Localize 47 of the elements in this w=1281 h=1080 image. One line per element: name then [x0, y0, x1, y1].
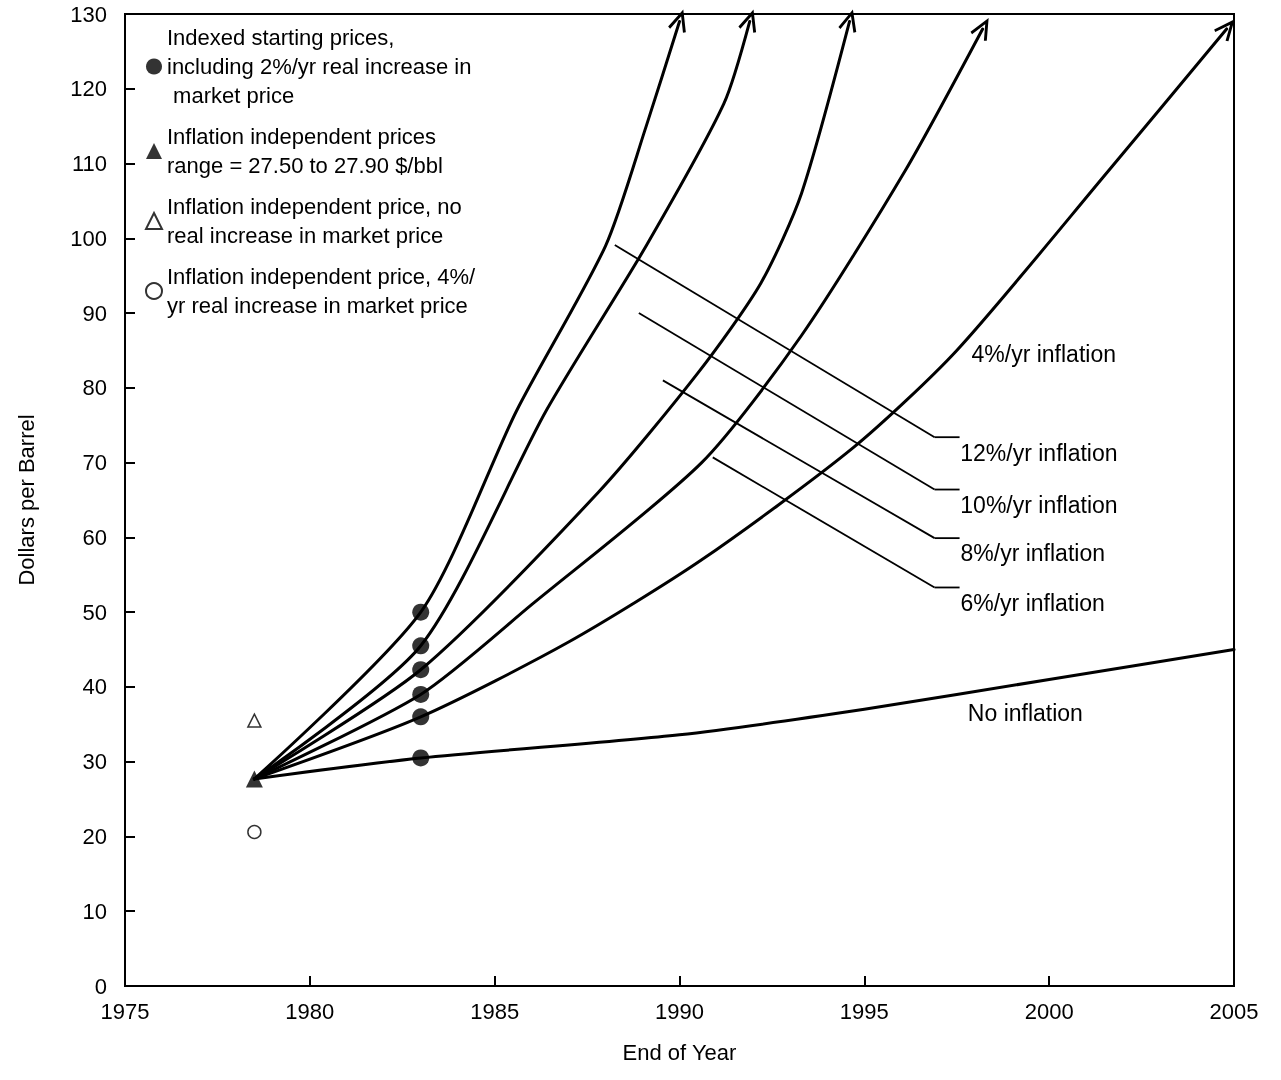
legend-label: Inflation independent prices range = 27.50 to 27.90 $/bbl: [167, 124, 443, 178]
legend-label: 12%/yr inflation: [960, 439, 1118, 466]
x-tick-label: 1975: [100, 998, 150, 1024]
legend-label: 10%/yr inflation: [960, 491, 1118, 518]
point: [245, 770, 263, 788]
point: [412, 637, 430, 655]
y-tick-label: 70: [82, 450, 107, 476]
y-tick-label: 110: [71, 151, 107, 177]
x-tick-label: 2005: [1209, 998, 1259, 1024]
legend-label: Inflation independent price, 4%/yr real increase in market price: [167, 264, 477, 318]
x-axis-title: End of Year: [622, 1039, 737, 1065]
y-tick-label: 130: [70, 1, 107, 27]
x-tick-label: 2000: [1024, 998, 1074, 1024]
point: [1213, 20, 1234, 43]
x-tick-label: 1990: [655, 998, 704, 1024]
y-tick-label: 50: [82, 599, 107, 625]
legend-label: 8%/yr inflation: [960, 540, 1105, 567]
x-tick-label: 1985: [470, 998, 520, 1024]
y-tick-label: 20: [82, 823, 107, 849]
x-tick-label: 1980: [285, 998, 335, 1024]
y-tick-label: 100: [70, 225, 107, 251]
series-label: No inflation: [967, 700, 1083, 727]
point: [412, 603, 430, 621]
series-label: 4%/yr inflation: [971, 341, 1117, 368]
y-tick-label: 120: [70, 76, 107, 102]
y-tick-label: 40: [82, 674, 107, 700]
y-tick-label: 80: [82, 375, 107, 401]
y-tick-label: 10: [82, 898, 107, 924]
point: [247, 824, 262, 840]
point: [247, 713, 262, 728]
point: [737, 11, 757, 34]
point: [667, 11, 686, 34]
legend-label: 6%/yr inflation: [960, 589, 1105, 616]
point: [837, 11, 857, 34]
legend-label: Indexed starting prices, including 2%/yr real increase in market price: [167, 25, 472, 108]
y-tick-label: 30: [82, 749, 107, 775]
point: [412, 685, 430, 703]
legend-label: Inflation independent price, no real increase in market price: [167, 194, 468, 248]
y-axis-title: Dollars per Barrel: [13, 414, 39, 586]
point: [412, 749, 430, 767]
y-tick-label: 0: [94, 973, 107, 999]
x-tick-label: 1995: [839, 998, 889, 1024]
y-tick-label: 90: [82, 300, 107, 326]
point: [969, 19, 989, 43]
y-tick-label: 60: [82, 524, 107, 550]
point: [412, 708, 430, 726]
point: [412, 661, 430, 679]
